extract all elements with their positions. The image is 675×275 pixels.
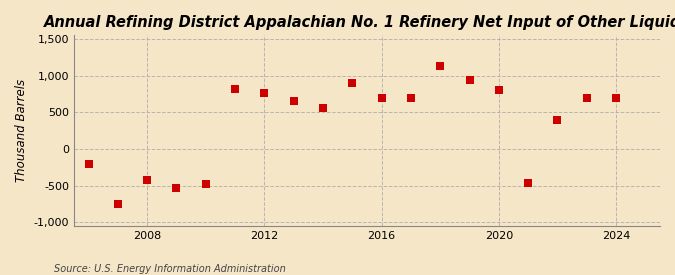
Point: [230, 87, 240, 91]
Point: [113, 202, 124, 206]
Point: [522, 181, 533, 186]
Point: [376, 95, 387, 100]
Title: Annual Refining District Appalachian No. 1 Refinery Net Input of Other Liquids: Annual Refining District Appalachian No.…: [44, 15, 675, 30]
Point: [493, 88, 504, 92]
Point: [259, 91, 270, 95]
Point: [200, 182, 211, 186]
Point: [318, 106, 329, 110]
Point: [142, 178, 153, 183]
Point: [581, 95, 592, 100]
Point: [552, 117, 563, 122]
Y-axis label: Thousand Barrels: Thousand Barrels: [15, 79, 28, 182]
Point: [435, 64, 446, 68]
Point: [464, 78, 475, 82]
Point: [406, 95, 416, 100]
Point: [347, 81, 358, 85]
Text: Source: U.S. Energy Information Administration: Source: U.S. Energy Information Administ…: [54, 264, 286, 274]
Point: [83, 161, 94, 166]
Point: [171, 186, 182, 190]
Point: [288, 98, 299, 103]
Point: [611, 95, 622, 100]
